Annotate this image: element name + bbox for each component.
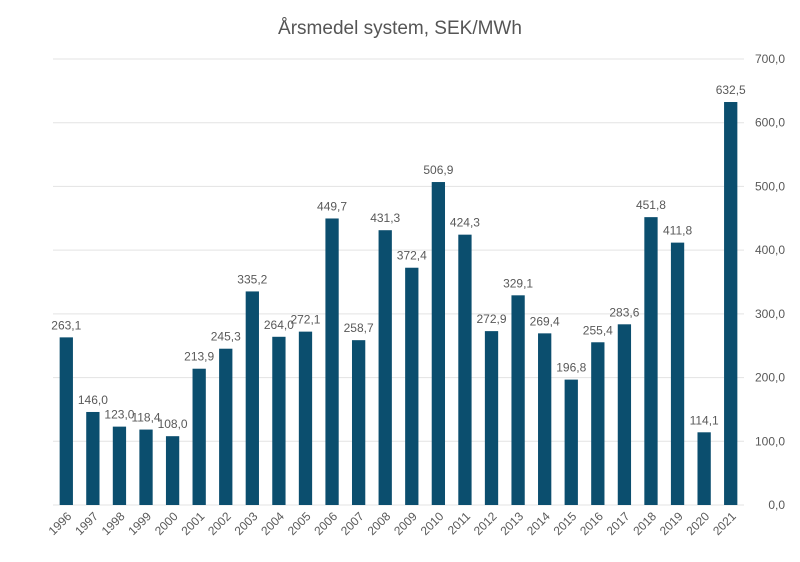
y-tick-label: 100,0 (755, 434, 785, 448)
y-axis-ticks: 0,0 100,0 200,0 300,0 400,0 500,0 600,0 700,0 (755, 52, 785, 512)
data-label-2015: 196,8 (556, 361, 586, 375)
bar-2000 (165, 436, 180, 505)
bar-2017 (617, 324, 632, 505)
x-tick-label: 2020 (683, 509, 712, 538)
y-tick-label: 0,0 (768, 498, 785, 512)
x-tick-label: 2015 (551, 509, 580, 538)
bar-2002 (219, 348, 233, 505)
x-tick-label: 1996 (46, 509, 75, 538)
bar-2016 (591, 342, 605, 505)
x-tick-label: 2007 (338, 509, 367, 538)
x-tick-label: 2012 (471, 509, 500, 538)
bar-2020 (697, 432, 711, 505)
data-label-2007: 258,7 (344, 321, 374, 335)
bar-2014 (538, 333, 552, 505)
data-label-2012: 272,9 (477, 312, 507, 326)
data-label-2014: 269,4 (530, 314, 560, 328)
data-label-2008: 431,3 (370, 211, 400, 225)
bar-2010 (431, 182, 446, 505)
x-axis-ticks: 1996199719981999200020012002200320042005… (46, 509, 739, 538)
x-tick-label: 2011 (445, 509, 473, 537)
data-label-2013: 329,1 (503, 276, 533, 290)
x-tick-label: 2013 (497, 509, 526, 538)
bar-1998 (112, 426, 127, 505)
x-tick-label: 2018 (630, 509, 659, 538)
data-label-2016: 255,4 (583, 323, 613, 337)
data-label-1998: 123,0 (104, 408, 134, 422)
bar-2011 (458, 234, 472, 505)
bar-2007 (351, 340, 366, 505)
y-tick-label: 600,0 (755, 116, 785, 130)
x-tick-label: 2005 (285, 509, 314, 538)
bar-2008 (378, 230, 392, 505)
data-label-2020: 114,1 (690, 413, 719, 427)
x-tick-label: 2004 (258, 509, 287, 538)
x-tick-label: 2009 (391, 509, 420, 538)
data-label-2003: 335,2 (237, 272, 267, 286)
data-label-2011: 424,3 (450, 216, 480, 230)
x-tick-label: 2006 (311, 509, 340, 538)
y-tick-label: 400,0 (755, 243, 785, 257)
data-label-1996: 263,1 (51, 318, 81, 332)
bar-1997 (86, 411, 100, 505)
bar-2005 (298, 331, 313, 505)
bar-2015 (564, 379, 578, 505)
data-label-2002: 245,3 (211, 330, 241, 344)
bar-2013 (511, 295, 525, 505)
data-label-2019: 411,8 (663, 224, 692, 238)
y-tick-label: 200,0 (755, 371, 785, 385)
data-label-2006: 449,7 (317, 199, 347, 213)
x-tick-label: 2019 (657, 509, 686, 538)
x-tick-label: 2016 (577, 509, 606, 538)
data-label-1997: 146,0 (78, 393, 108, 407)
bar-2003 (245, 291, 259, 505)
x-tick-label: 1999 (125, 509, 154, 538)
bar-2006 (325, 218, 339, 505)
chart-title: Årsmedel system, SEK/MWh (278, 18, 522, 39)
x-tick-label: 2008 (365, 509, 394, 538)
x-tick-label: 2001 (179, 509, 208, 538)
data-label-2004: 264,0 (264, 318, 294, 332)
x-tick-label: 1998 (99, 509, 128, 538)
data-label-2001: 213,9 (184, 350, 214, 364)
data-label-1999: 118,4 (131, 411, 160, 425)
data-label-2000: 108,0 (158, 417, 188, 431)
bar-2012 (484, 331, 499, 505)
y-tick-label: 300,0 (755, 307, 785, 321)
y-tick-label: 500,0 (755, 179, 785, 193)
x-tick-label: 2017 (604, 509, 633, 538)
data-label-2009: 372,4 (397, 249, 427, 263)
x-tick-label: 2014 (524, 509, 553, 538)
bar-1999 (139, 429, 153, 505)
bar-2004 (272, 336, 286, 505)
bar-2021 (724, 102, 738, 505)
data-label-2005: 272,1 (290, 313, 320, 327)
y-tick-label: 700,0 (755, 52, 785, 66)
bar-1996 (59, 337, 73, 505)
x-tick-label: 2000 (152, 509, 181, 538)
x-tick-label: 1997 (72, 509, 101, 538)
x-tick-label: 2010 (418, 509, 447, 538)
data-label-2017: 283,6 (609, 305, 639, 319)
bar-2009 (405, 267, 419, 505)
data-label-2018: 451,8 (636, 198, 666, 212)
x-tick-label: 2002 (205, 509, 234, 538)
data-label-2010: 506,9 (423, 163, 453, 177)
bar-2019 (670, 242, 685, 505)
data-label-2021: 632,5 (716, 83, 746, 97)
gridlines (53, 58, 744, 506)
bars (59, 102, 738, 505)
bar-2018 (644, 217, 658, 505)
x-tick-label: 2021 (710, 509, 739, 538)
bar-2001 (192, 368, 206, 505)
x-tick-label: 2003 (232, 509, 261, 538)
